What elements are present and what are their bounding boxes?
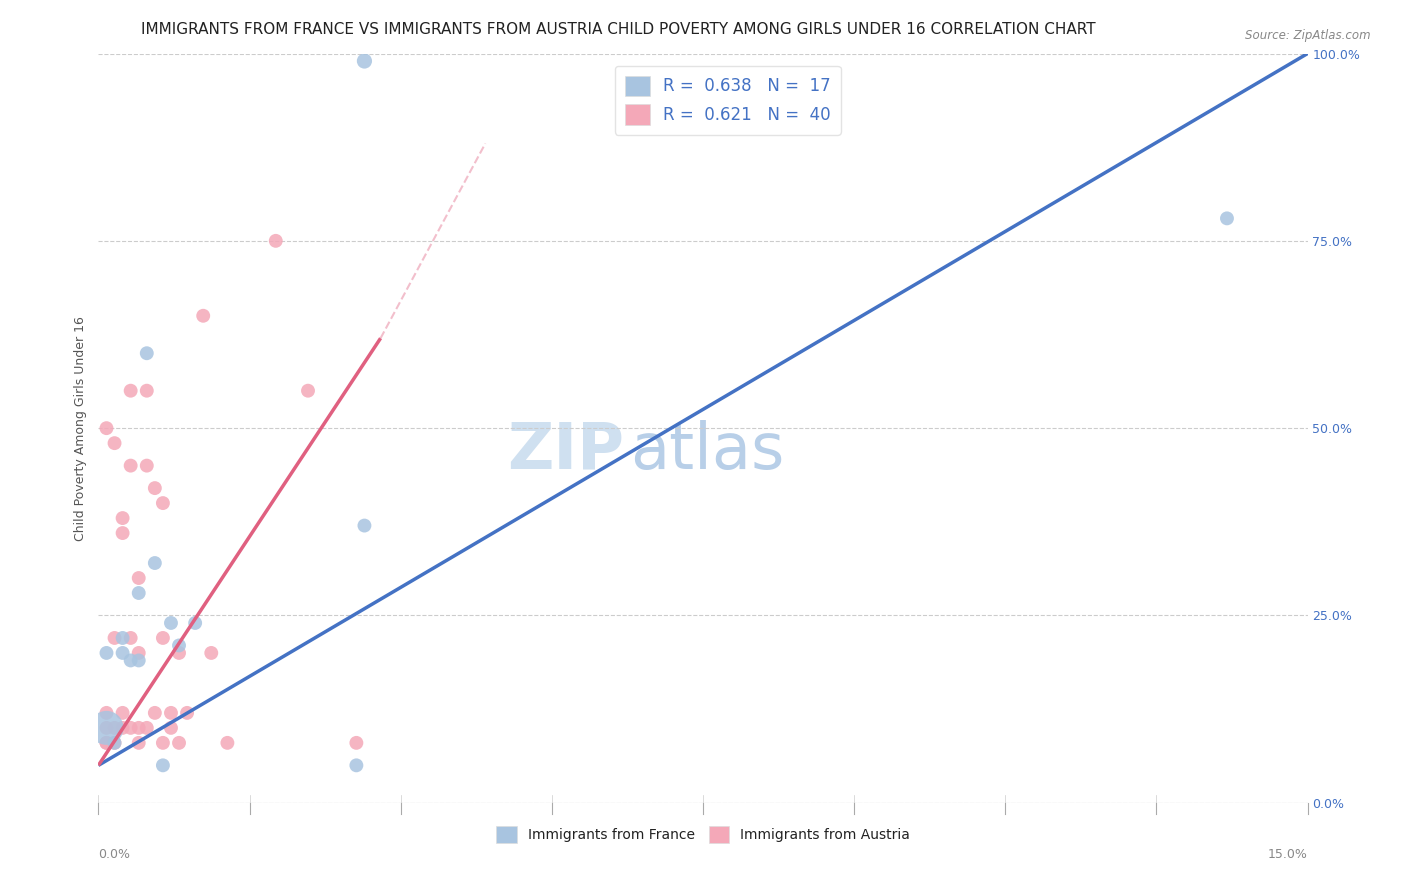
Point bbox=[120, 384, 142, 398]
Point bbox=[264, 234, 287, 248]
Point bbox=[193, 309, 215, 323]
Point bbox=[103, 436, 125, 450]
Point bbox=[143, 481, 166, 495]
Text: Source: ZipAtlas.com: Source: ZipAtlas.com bbox=[1246, 29, 1371, 42]
Point bbox=[160, 706, 183, 720]
Point bbox=[96, 721, 118, 735]
Point bbox=[1216, 211, 1239, 226]
Point bbox=[135, 346, 157, 360]
Text: 15.0%: 15.0% bbox=[1268, 847, 1308, 861]
Point bbox=[160, 615, 183, 630]
Point bbox=[96, 721, 118, 735]
Point bbox=[111, 721, 134, 735]
Point bbox=[111, 511, 134, 525]
Text: 0.0%: 0.0% bbox=[98, 847, 131, 861]
Point bbox=[353, 54, 375, 68]
Legend: Immigrants from France, Immigrants from Austria: Immigrants from France, Immigrants from … bbox=[491, 821, 915, 848]
Point bbox=[167, 736, 190, 750]
Point bbox=[96, 706, 118, 720]
Point bbox=[167, 639, 190, 653]
Point bbox=[96, 736, 118, 750]
Point bbox=[353, 518, 375, 533]
Point bbox=[96, 736, 118, 750]
Point bbox=[135, 458, 157, 473]
Point bbox=[176, 706, 198, 720]
Point bbox=[111, 631, 134, 645]
Point bbox=[167, 646, 190, 660]
Point bbox=[152, 758, 174, 772]
Point bbox=[152, 736, 174, 750]
Point bbox=[128, 736, 150, 750]
Point bbox=[128, 646, 150, 660]
Point bbox=[111, 706, 134, 720]
Point bbox=[103, 631, 125, 645]
Point bbox=[120, 458, 142, 473]
Point bbox=[103, 736, 125, 750]
Point bbox=[120, 653, 142, 667]
Point bbox=[120, 721, 142, 735]
Point bbox=[103, 721, 125, 735]
Point bbox=[160, 721, 183, 735]
Point bbox=[103, 736, 125, 750]
Text: atlas: atlas bbox=[630, 419, 785, 482]
Text: ZIP: ZIP bbox=[508, 419, 624, 482]
Point bbox=[128, 721, 150, 735]
Point bbox=[344, 736, 367, 750]
Point bbox=[152, 496, 174, 510]
Point bbox=[128, 653, 150, 667]
Point bbox=[143, 706, 166, 720]
Y-axis label: Child Poverty Among Girls Under 16: Child Poverty Among Girls Under 16 bbox=[75, 316, 87, 541]
Point bbox=[128, 586, 150, 600]
Point bbox=[135, 721, 157, 735]
Point bbox=[344, 758, 367, 772]
Point bbox=[96, 646, 118, 660]
Point bbox=[128, 571, 150, 585]
Point bbox=[120, 631, 142, 645]
Text: IMMIGRANTS FROM FRANCE VS IMMIGRANTS FROM AUSTRIA CHILD POVERTY AMONG GIRLS UNDE: IMMIGRANTS FROM FRANCE VS IMMIGRANTS FRO… bbox=[142, 22, 1095, 37]
Point bbox=[143, 556, 166, 570]
Point bbox=[184, 615, 207, 630]
Point bbox=[111, 526, 134, 541]
Point bbox=[217, 736, 239, 750]
Point bbox=[135, 384, 157, 398]
Point bbox=[111, 646, 134, 660]
Point bbox=[96, 421, 118, 435]
Point bbox=[152, 631, 174, 645]
Point bbox=[297, 384, 319, 398]
Point bbox=[200, 646, 222, 660]
